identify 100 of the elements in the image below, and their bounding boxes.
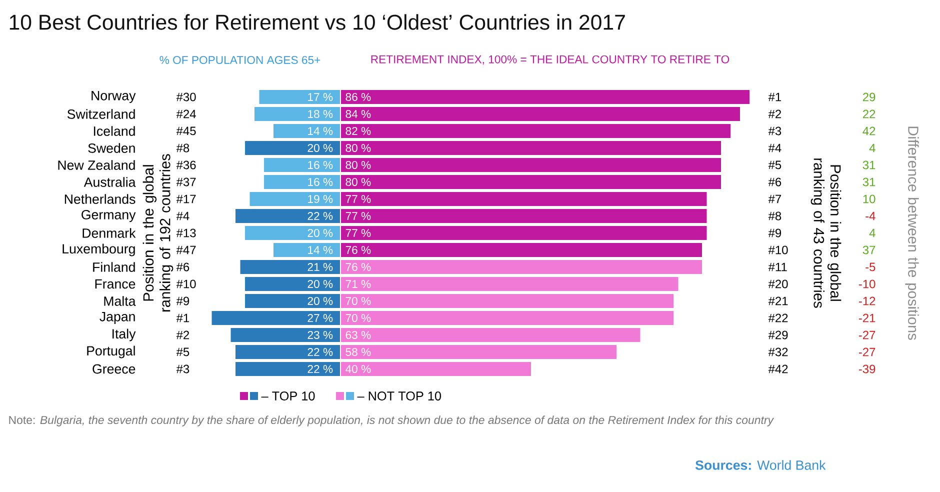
data-label: 19 %	[308, 194, 333, 203]
bar	[245, 226, 340, 240]
data-label: #8	[176, 144, 190, 152]
text: Position in the global ranking of 192 countries	[142, 154, 174, 312]
y-tick-label: Malta	[104, 296, 136, 306]
data-label: #13	[176, 228, 196, 238]
data-label: #21	[768, 296, 788, 306]
bar	[254, 106, 340, 121]
data-label: 20 %	[308, 296, 333, 305]
chart-subtitle: RETIREMENT INDEX, 100% = THE IDEAL COUNTRY TO RETIRE TO	[371, 55, 730, 65]
data-label: #1	[176, 314, 190, 322]
y-tick-label: Netherlands	[64, 194, 136, 204]
bar	[259, 90, 340, 104]
data-label: #24	[176, 110, 196, 118]
data-label: -4	[866, 212, 876, 220]
bar	[245, 140, 340, 155]
bar	[264, 158, 340, 172]
data-label: 71 %	[346, 280, 371, 288]
data-label: 16 %	[308, 160, 333, 169]
data-label: 22 %	[308, 365, 333, 373]
data-label: 86 %	[346, 92, 371, 101]
data-label: 10	[863, 194, 876, 204]
data-label: #42	[768, 364, 788, 374]
data-label: #9	[768, 228, 782, 238]
data-label: 76 %	[346, 246, 371, 254]
y-tick-label: Portugal	[87, 346, 135, 358]
data-label: #32	[768, 348, 788, 356]
y-tick-label: Denmark	[82, 228, 136, 238]
data-label: #5	[768, 160, 782, 170]
data-label: -27	[858, 348, 876, 356]
bar	[240, 260, 340, 274]
y-tick-label: Australia	[84, 177, 136, 187]
data-label: 84 %	[346, 110, 371, 118]
data-label: 31	[862, 178, 876, 186]
data-label: 22 %	[308, 212, 333, 220]
data-label: 21 %	[308, 263, 333, 271]
y-tick-label: France	[95, 279, 136, 289]
data-label: #5	[176, 348, 190, 356]
text: Difference between the positions	[905, 126, 919, 340]
data-label: 37	[862, 246, 876, 254]
data-label: #1	[768, 92, 782, 102]
data-label: #6	[176, 262, 190, 272]
data-label: #30	[176, 92, 196, 102]
data-label: 31	[862, 160, 876, 170]
data-label: 29	[862, 92, 876, 102]
data-label: 80 %	[346, 178, 371, 186]
data-label: -27	[858, 330, 876, 340]
data-label: 70 %	[346, 296, 371, 305]
data-label: 70 %	[346, 314, 371, 322]
text: Sources: World Bank	[695, 460, 826, 470]
y-tick-label: New Zealand	[58, 160, 135, 170]
data-label: #36	[176, 160, 196, 170]
chart-subtitle: % OF POPULATION AGES 65+	[160, 56, 320, 64]
data-label: #10	[176, 280, 196, 288]
data-label: #9	[176, 296, 190, 306]
data-label: 42	[862, 126, 876, 136]
data-label: -21	[858, 314, 876, 322]
data-label: 4	[869, 144, 876, 152]
data-label: #4	[768, 144, 782, 152]
data-label: #11	[768, 262, 787, 272]
data-label: -12	[858, 296, 876, 306]
data-label: #7	[768, 194, 781, 204]
data-label: -5	[866, 262, 876, 272]
data-label: #17	[176, 194, 196, 204]
data-label: 14 %	[308, 127, 333, 135]
data-label: #10	[768, 246, 788, 254]
data-label: #8	[768, 212, 782, 220]
data-label: #29	[768, 330, 788, 340]
data-label: 77 %	[346, 212, 371, 220]
data-label: 22 %	[308, 348, 333, 356]
data-label: 80 %	[346, 160, 371, 169]
bar	[274, 242, 340, 257]
data-label: #2	[768, 110, 781, 118]
data-label: 77 %	[346, 195, 371, 203]
data-label: 80 %	[346, 144, 371, 152]
data-label: #2	[176, 330, 190, 340]
data-label: #20	[768, 280, 788, 288]
bar	[236, 208, 340, 223]
data-label: 20 %	[308, 228, 333, 237]
data-label: 58 %	[346, 348, 371, 356]
y-tick-label: Norway	[92, 91, 136, 103]
data-label: #3	[176, 364, 190, 374]
data-label: #37	[176, 178, 196, 186]
chart-title: 10 Best Countries for Retirement vs 10 ‘Oldest’ Countries in 2017	[10, 14, 625, 30]
data-label: 23 %	[308, 330, 333, 339]
legend-label: – TOP 10	[261, 392, 315, 400]
y-tick-label: Greece	[92, 364, 136, 374]
data-label: #22	[768, 314, 788, 322]
data-label: 4	[869, 228, 876, 238]
data-label: 20 %	[308, 144, 333, 152]
y-tick-label: Japan	[100, 312, 135, 324]
text: Position in the global ranking of 43 countries	[810, 158, 842, 308]
legend-label: – NOT TOP 10	[357, 392, 442, 400]
data-label: #47	[176, 246, 196, 254]
data-label: 63 %	[346, 330, 371, 339]
data-label: 16 %	[308, 178, 333, 186]
data-label: 77 %	[346, 229, 371, 237]
data-label: 14 %	[308, 246, 333, 254]
text: Note: Bulgaria, the seventh country by the share of elderly population, is not shown due to the absence of data on the Retirement Index for this country	[9, 416, 774, 426]
data-label: 22	[862, 110, 876, 118]
